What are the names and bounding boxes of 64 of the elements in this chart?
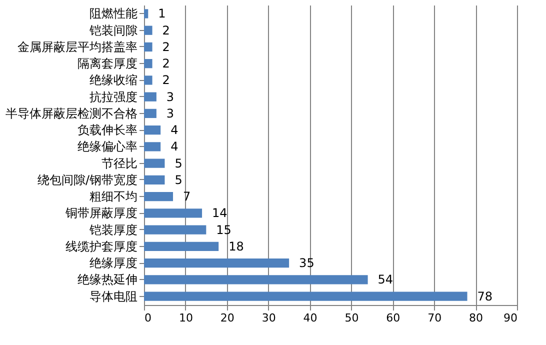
bar	[144, 292, 468, 301]
y-tick-label: 绝缘厚度	[90, 256, 138, 270]
bar	[144, 76, 152, 85]
data-label: 7	[183, 190, 191, 204]
y-tick-label: 金属屏蔽层平均搭盖率	[18, 40, 138, 54]
y-tick-label: 导体电阻	[90, 289, 138, 304]
x-tick-label: 0	[144, 312, 152, 324]
data-label: 2	[162, 40, 170, 54]
bar	[144, 175, 165, 184]
y-tick-label: 阻燃性能	[90, 6, 138, 21]
bar	[144, 208, 202, 218]
bar	[144, 59, 152, 68]
bar	[144, 242, 219, 251]
y-tick-label: 绝缘偏心率	[78, 140, 138, 154]
y-tick-label: 半导体屏蔽层检测不合格	[6, 106, 138, 120]
x-tick-label: 80	[469, 312, 484, 324]
data-label: 54	[378, 272, 394, 287]
x-tick-label: 70	[428, 312, 442, 324]
y-tick-label: 绝缘收缩	[90, 73, 138, 88]
bar	[144, 92, 156, 102]
x-tick-label: 30	[262, 312, 276, 324]
y-tick-label: 节径比	[102, 156, 138, 170]
data-label: 1	[158, 6, 166, 21]
bar	[144, 42, 152, 52]
y-tick-label: 负载伸长率	[78, 123, 138, 138]
bar	[144, 225, 206, 234]
x-tick-label: 90	[504, 312, 518, 324]
data-label: 18	[228, 239, 244, 254]
bar	[144, 275, 368, 284]
x-tick-label: 40	[303, 312, 318, 324]
bar	[144, 192, 174, 202]
y-tick-label: 铠装间隙	[88, 23, 138, 38]
data-label: 3	[166, 90, 174, 104]
x-tick-label: 20	[220, 312, 234, 324]
bar	[144, 258, 290, 268]
y-tick-label: 铠装厚度	[88, 222, 138, 237]
y-tick-label: 粗细不均	[90, 190, 138, 204]
data-label: 5	[174, 156, 182, 170]
y-tick-label: 隔离套厚度	[78, 56, 138, 71]
bar	[144, 126, 161, 135]
x-tick-label: 10	[178, 312, 193, 324]
data-label: 3	[166, 106, 174, 120]
data-label: 4	[170, 140, 178, 154]
y-tick-label: 绝缘热延伸	[78, 272, 138, 287]
bar	[144, 108, 156, 118]
data-label: 2	[162, 23, 170, 38]
data-label: 35	[299, 256, 314, 270]
bar	[144, 26, 152, 35]
bar	[144, 158, 165, 168]
y-tick-label: 铜带屏蔽厚度	[64, 206, 138, 220]
data-label: 5	[174, 172, 182, 187]
x-tick-label: 60	[386, 312, 400, 324]
data-label: 4	[170, 123, 178, 138]
bar	[144, 142, 161, 152]
data-label: 2	[162, 73, 170, 88]
x-tick-label: 50	[344, 312, 359, 324]
y-tick-label: 抗拉强度	[90, 90, 138, 104]
bar	[144, 9, 148, 18]
data-label: 2	[162, 56, 170, 71]
data-label: 14	[212, 206, 228, 220]
y-tick-label: 绕包间隙/钢带宽度	[37, 172, 138, 187]
y-tick-label: 线缆护套厚度	[66, 239, 138, 254]
data-label: 15	[216, 222, 232, 237]
data-label: 78	[477, 289, 493, 304]
